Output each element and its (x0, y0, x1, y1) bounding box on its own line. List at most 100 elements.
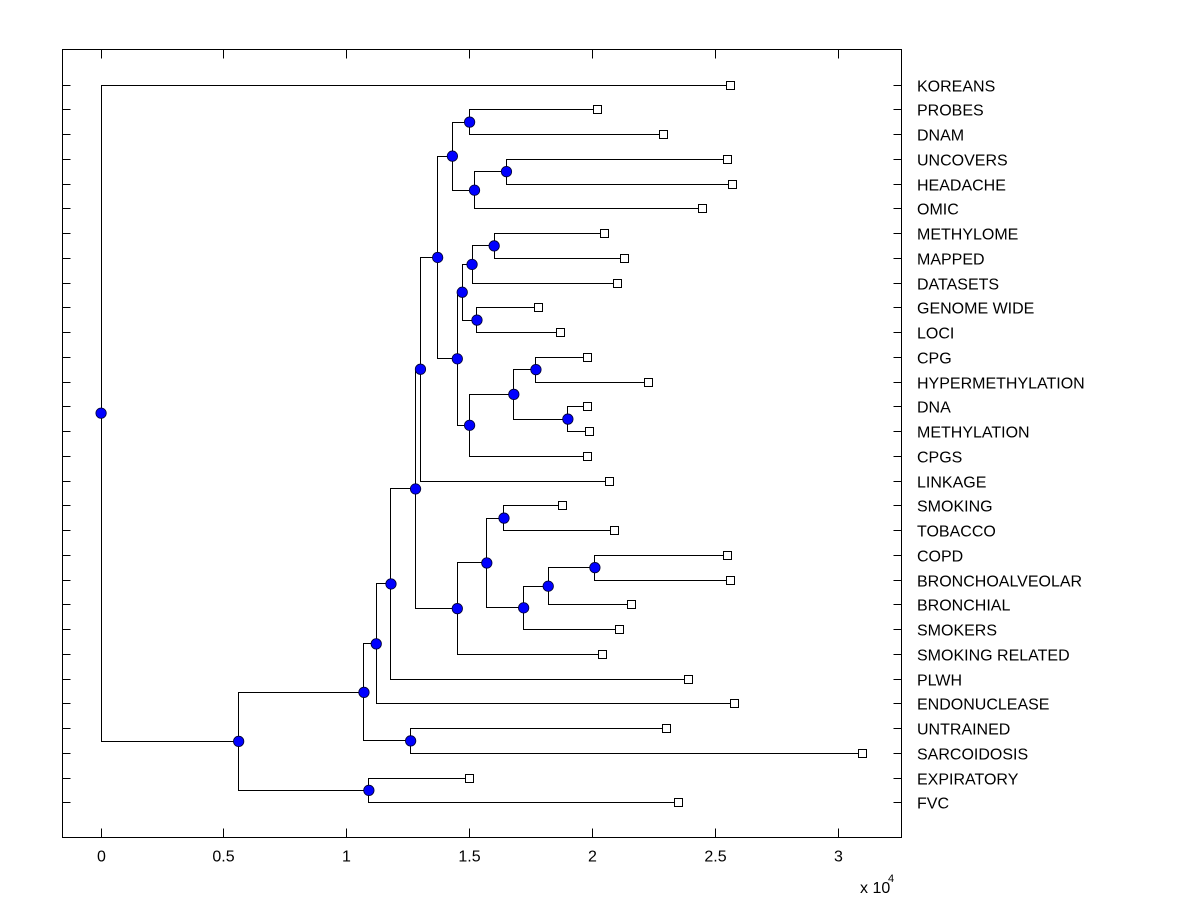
internal-node-marker (95, 407, 107, 419)
x-multiplier-exponent: 4 (888, 873, 894, 885)
internal-node-marker (542, 580, 554, 592)
leaf-label: BRONCHIAL (917, 598, 1010, 615)
branch-line (469, 394, 514, 426)
x-tick-labels: 0 0.5 1 1.5 2 2.5 3 (97, 849, 843, 866)
branch-line (452, 156, 475, 191)
internal-node-marker (589, 562, 601, 574)
internal-node-marker (464, 116, 476, 128)
branch-line (376, 643, 735, 704)
leaf-marker (723, 551, 732, 560)
branch-line (523, 607, 620, 630)
leaf-marker (583, 353, 592, 362)
leaf-marker (659, 130, 668, 139)
leaf-label: PROBES (917, 103, 984, 120)
internal-node-marker (385, 578, 397, 590)
branch-line (101, 413, 239, 742)
internal-node-marker (451, 353, 463, 365)
leaf-marker (627, 600, 636, 609)
branch-line (548, 586, 632, 605)
leaf-label: FVC (917, 796, 949, 813)
leaf-label: COPD (917, 549, 963, 566)
plot-frame (62, 49, 902, 838)
leaf-marker (610, 526, 619, 535)
leaf-labels: KOREANS PROBES DNAM UNCOVERS HEADACHE OMIC MET… (917, 79, 1085, 813)
leaf-label: ENDONUCLEASE (917, 697, 1049, 714)
leaf-marker (615, 625, 624, 634)
branch-line (420, 369, 610, 482)
leaf-marker (674, 798, 683, 807)
leaf-label: BRONCHOALVEOLAR (917, 574, 1082, 591)
branch-line (469, 425, 588, 457)
x-tick-label: 2 (588, 849, 597, 866)
leaf-label: LOCI (917, 326, 954, 343)
leaf-marker (605, 477, 614, 486)
internal-node-marker (409, 483, 422, 495)
leaf-marker (583, 452, 592, 461)
internal-node-marker (370, 638, 382, 650)
leaf-label: KOREANS (917, 79, 995, 96)
branch-line (523, 586, 549, 608)
leaf-label: METHYLOME (917, 227, 1018, 244)
branch-line (513, 394, 568, 420)
leaf-marker (593, 105, 602, 114)
branch-line (486, 518, 504, 563)
leaf-marker (858, 749, 867, 758)
leaf-marker (698, 204, 707, 213)
branch-line (513, 369, 536, 395)
leaf-marker (662, 724, 671, 733)
leaf-marker (465, 774, 474, 783)
internal-node-marker (405, 735, 417, 747)
leaf-label: OMIC (917, 202, 959, 219)
branch-line (452, 122, 470, 157)
internal-node-marker (446, 150, 459, 162)
branch-line (457, 562, 487, 609)
x-tick-label: 0 (97, 849, 106, 866)
internal-node-marker (456, 286, 468, 298)
internal-node-marker (451, 603, 463, 615)
leaf-label: UNCOVERS (917, 153, 1008, 170)
leaf-label: SMOKING RELATED (917, 648, 1070, 665)
branch-line (390, 488, 416, 584)
branch-line (457, 608, 603, 655)
branch-line (548, 567, 595, 587)
branch-line (415, 488, 458, 609)
leaf-label: HEADACHE (917, 178, 1006, 195)
leaf-marker (600, 229, 609, 238)
branch-line (474, 190, 703, 209)
x-multiplier-label: x 10 (860, 880, 890, 897)
leaf-marker (644, 378, 653, 387)
leaf-label: CPGS (917, 450, 962, 467)
leaf-marker (598, 650, 607, 659)
x-tick-label: 1 (342, 849, 351, 866)
internal-node-marker (414, 363, 427, 375)
branch-line (472, 245, 495, 265)
branch-line (101, 85, 731, 414)
leaf-label: DNAM (917, 128, 964, 145)
branch-line (363, 692, 411, 741)
branch-line (238, 741, 369, 791)
leaf-label: GENOME WIDE (917, 301, 1034, 318)
leaf-label: SMOKERS (917, 623, 997, 640)
leaf-marker (585, 427, 594, 436)
leaf-label: UNTRAINED (917, 722, 1010, 739)
internal-node-marker (233, 735, 245, 747)
leaf-marker (726, 81, 735, 90)
x-tick-label: 1.5 (458, 849, 480, 866)
internal-node-marker (471, 314, 483, 326)
internal-node-marker (468, 184, 481, 196)
internal-node-marker (498, 512, 510, 524)
leaf-marker (730, 699, 739, 708)
leaf-marker (534, 303, 543, 312)
internal-node-marker (508, 388, 520, 400)
x-tick-label: 3 (834, 849, 843, 866)
leaf-marker (613, 279, 622, 288)
leaf-label: PLWH (917, 673, 962, 690)
internal-node-marker (464, 419, 476, 431)
axis-ticks (62, 49, 902, 838)
branch-line (437, 257, 458, 359)
internal-node-marker (500, 166, 513, 178)
leaf-label: MAPPED (917, 252, 985, 269)
leaf-label: METHYLATION (917, 425, 1030, 442)
branch-line (390, 583, 689, 680)
